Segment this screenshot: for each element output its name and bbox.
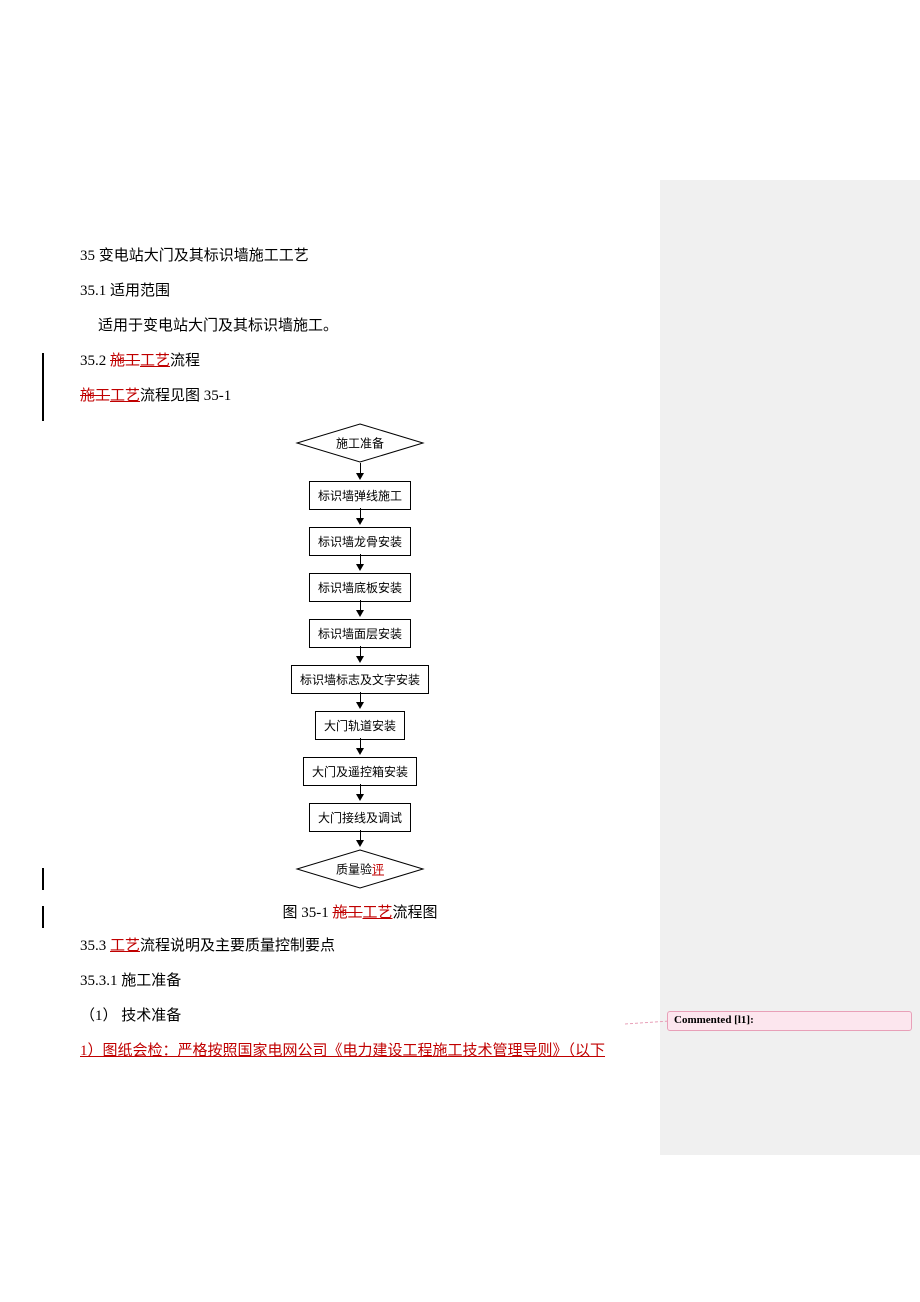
comment-label: Commented [l1]: <box>674 1014 754 1026</box>
inserted-text: 工艺 <box>110 938 140 954</box>
text: 图 35-1 <box>282 905 332 921</box>
inserted-text: 1）图纸会检：严格按照国家电网公司《电力建设工程施工技术管理导则》（以下 <box>80 1043 605 1059</box>
inserted-text: 工艺 <box>110 388 140 404</box>
text: 流程说明及主要质量控制要点 <box>140 938 335 954</box>
deleted-text: 施工 <box>80 388 110 404</box>
flowchart-node-label: 施工准备 <box>336 435 384 452</box>
flowchart-terminal: 施工准备 <box>295 423 425 463</box>
flowchart-process-box: 标识墙标志及文字安装 <box>291 665 429 694</box>
text: 35.2 <box>80 353 110 369</box>
flowchart-process-box: 标识墙弹线施工 <box>309 481 411 510</box>
flowchart-terminal: 质量验评 <box>295 849 425 889</box>
flowchart-process-box: 大门接线及调试 <box>309 803 411 832</box>
heading-35: 35 变电站大门及其标识墙施工工艺 <box>80 240 640 273</box>
flowchart-process-box: 大门及遥控箱安装 <box>303 757 417 786</box>
figure-caption: 图 35-1 施工工艺流程图 <box>80 901 640 922</box>
comment-balloon[interactable]: Commented [l1]: <box>667 1011 912 1031</box>
flowchart-arrow <box>356 738 364 755</box>
revision-mark-bar <box>42 868 44 890</box>
revision-mark-bar <box>42 906 44 928</box>
inserted-paragraph: 1）图纸会检：严格按照国家电网公司《电力建设工程施工技术管理导则》（以下 <box>80 1035 640 1068</box>
flowchart-arrow <box>356 508 364 525</box>
heading-351: 35.1 适用范围 <box>80 275 640 308</box>
heading-3531: 35.3.1 施工准备 <box>80 965 640 998</box>
text: 流程见图 35-1 <box>140 388 231 404</box>
flowchart-process-box: 标识墙面层安装 <box>309 619 411 648</box>
flowchart-arrow <box>356 463 364 480</box>
revision-mark-bar <box>42 353 44 421</box>
deleted-text: 施工 <box>110 353 140 369</box>
flowchart-process-box: 标识墙龙骨安装 <box>309 527 411 556</box>
heading-353: 35.3 工艺流程说明及主要质量控制要点 <box>80 930 640 963</box>
flowchart-arrow <box>356 554 364 571</box>
text: 流程图 <box>393 905 438 921</box>
flow-reference: 施工工艺流程见图 35-1 <box>80 380 640 413</box>
document-body: 35 变电站大门及其标识墙施工工艺 35.1 适用范围 适用于变电站大门及其标识… <box>80 240 640 1070</box>
deleted-text: 施工 <box>332 905 362 921</box>
flowchart-arrow <box>356 692 364 709</box>
comments-pane <box>660 180 920 1155</box>
flowchart-arrow <box>356 646 364 663</box>
text: 35.3 <box>80 938 110 954</box>
flowchart-process-box: 标识墙底板安装 <box>309 573 411 602</box>
heading-352: 35.2 施工工艺流程 <box>80 345 640 378</box>
flowchart-process-box: 大门轨道安装 <box>315 711 405 740</box>
inserted-text: 工艺 <box>362 905 392 921</box>
text: 流程 <box>170 353 200 369</box>
flowchart-diagram: 施工准备标识墙弹线施工标识墙龙骨安装标识墙底板安装标识墙面层安装标识墙标志及文字… <box>240 423 480 893</box>
flowchart-arrow <box>356 600 364 617</box>
flowchart-arrow <box>356 830 364 847</box>
inserted-text: 工艺 <box>140 353 170 369</box>
scope-paragraph: 适用于变电站大门及其标识墙施工。 <box>80 310 640 343</box>
flowchart-arrow <box>356 784 364 801</box>
list-item-1: （1） 技术准备 <box>80 1000 640 1033</box>
flowchart-node-label: 质量验评 <box>336 861 384 878</box>
